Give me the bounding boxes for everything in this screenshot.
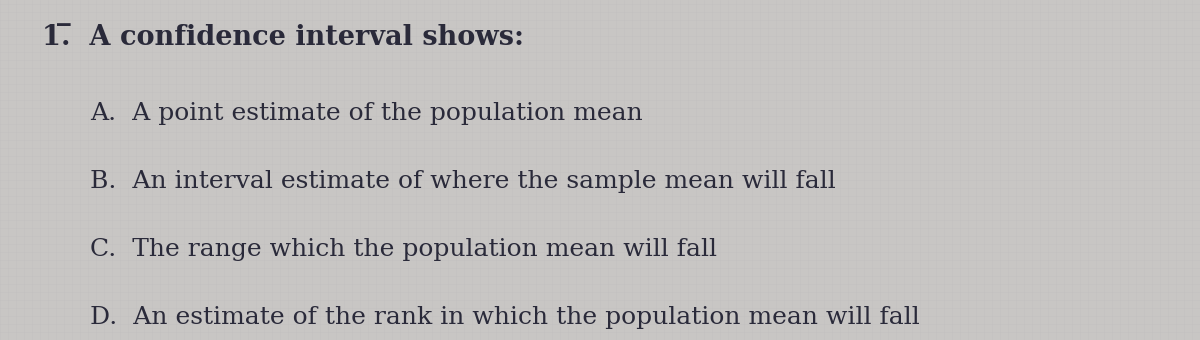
Text: C.  The range which the population mean will fall: C. The range which the population mean w… — [90, 238, 718, 261]
Text: D.  An estimate of the rank in which the population mean will fall: D. An estimate of the rank in which the … — [90, 306, 919, 329]
Text: B.  An interval estimate of where the sample mean will fall: B. An interval estimate of where the sam… — [90, 170, 835, 193]
Text: A.  A point estimate of the population mean: A. A point estimate of the population me… — [90, 102, 643, 125]
Text: 1.̅  A confidence interval shows:: 1.̅ A confidence interval shows: — [42, 24, 524, 51]
